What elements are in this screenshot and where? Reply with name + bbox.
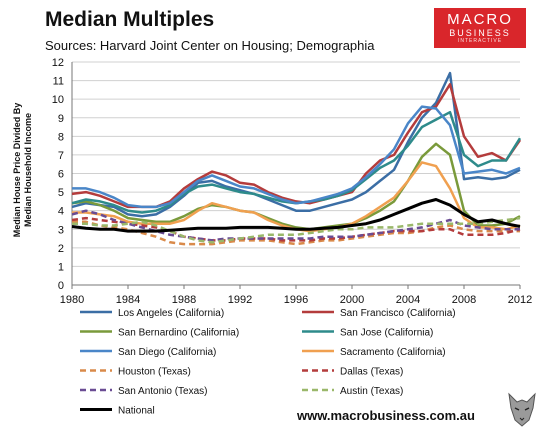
y-tick-label: 11 [53, 76, 64, 88]
series-line-7 [71, 216, 521, 242]
chart-title: Median Multiples [45, 8, 215, 31]
y-tick-label: 4 [58, 206, 64, 218]
wolf-logo-icon [508, 392, 536, 427]
y-tick-label: 5 [58, 187, 64, 199]
y-tick-label: 10 [52, 94, 64, 106]
legend-label-1: San Francisco (California) [340, 308, 456, 319]
footer-url: www.macrobusiness.com.au [297, 408, 475, 423]
x-tick-label: 1996 [284, 294, 308, 306]
legend-label-0: Los Angeles (California) [118, 308, 224, 319]
x-tick-label: 2004 [396, 294, 420, 306]
series-line-10 [71, 198, 521, 233]
logo-line1: MACRO [447, 11, 513, 28]
x-tick-label: 1980 [60, 294, 84, 306]
legend-label-8: San Antonio (Texas) [118, 386, 208, 397]
x-tick-label: 1992 [228, 294, 252, 306]
legend-label-5: Sacramento (California) [340, 347, 446, 358]
x-tick-label: 1988 [172, 294, 196, 306]
legend-label-10: National [118, 406, 155, 417]
y-tick-label: 7 [58, 150, 64, 162]
y-tick-label: 2 [58, 243, 64, 255]
logo-line3: INTERACTIVE [457, 38, 503, 44]
y-axis-label: Median House Price Divided ByMedian Hous… [12, 103, 33, 238]
y-tick-label: 0 [58, 280, 64, 292]
macrobusiness-logo: MACRO BUSINESS INTERACTIVE [434, 8, 526, 48]
legend-label-3: San Jose (California) [340, 328, 433, 339]
legend-label-2: San Bernardino (California) [118, 328, 239, 339]
y-tick-label: 9 [58, 113, 64, 125]
x-tick-label: 2008 [452, 294, 476, 306]
series-line-9 [72, 216, 521, 244]
y-tick-label: 1 [58, 261, 64, 273]
legend-label-6: Houston (Texas) [118, 367, 191, 378]
series-line-6 [72, 220, 520, 246]
x-tick-label: 2012 [508, 294, 532, 306]
chart-subtitle: Sources: Harvard Joint Center on Housing… [45, 38, 375, 53]
series-line-4 [72, 105, 521, 209]
y-tick-label: 6 [58, 169, 64, 181]
legend-label-4: San Diego (California) [118, 347, 216, 358]
y-tick-label: 8 [58, 131, 64, 143]
logo-line2: BUSINESS [449, 28, 511, 38]
x-tick-label: 2000 [340, 294, 364, 306]
x-tick-label: 1984 [116, 294, 140, 306]
series-line-2 [71, 142, 521, 231]
legend-label-7: Dallas (Texas) [340, 367, 403, 378]
legend-label-9: Austin (Texas) [340, 386, 403, 397]
series-line-0 [71, 71, 521, 218]
legend: Los Angeles (California) San Francisco (C… [80, 308, 456, 417]
series-lines [71, 71, 522, 246]
y-tick-label: 12 [52, 57, 64, 69]
y-tick-label: 3 [58, 224, 64, 236]
